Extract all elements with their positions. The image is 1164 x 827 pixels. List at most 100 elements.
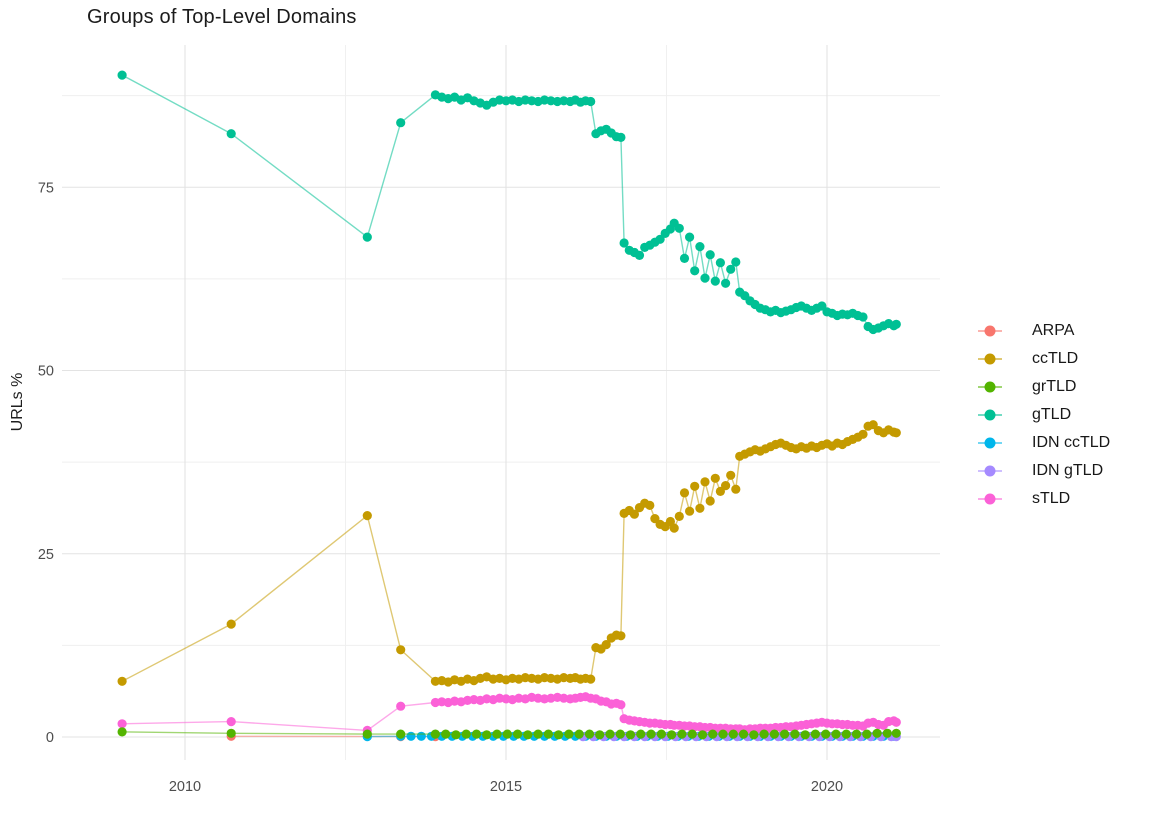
data-point [461, 729, 471, 739]
data-point [406, 731, 416, 741]
legend-key-dot [984, 381, 996, 392]
legend-key-dot [984, 409, 996, 420]
data-point [226, 619, 236, 629]
data-point [615, 729, 625, 739]
data-point [595, 730, 605, 740]
data-point [715, 258, 726, 268]
data-point [868, 420, 878, 430]
data-point [616, 631, 626, 641]
data-point [502, 729, 512, 739]
data-point [705, 250, 715, 260]
data-point [731, 484, 741, 494]
data-point [790, 729, 800, 739]
data-point [685, 506, 695, 516]
data-point [679, 253, 690, 263]
legend-item-gtld: gTLD [978, 406, 1110, 423]
data-point [810, 729, 821, 739]
legend-label: grTLD [1032, 377, 1077, 395]
data-point [616, 700, 626, 710]
data-point [564, 729, 574, 739]
data-point [749, 730, 759, 740]
data-point [636, 729, 646, 739]
data-point [705, 496, 715, 506]
gridlines-major [62, 45, 940, 760]
axis-tick-labels: 0 25 50 75 2010 2015 2020 [38, 180, 843, 795]
data-point [430, 729, 440, 739]
data-point [543, 729, 554, 739]
data-point [586, 96, 596, 107]
data-point [416, 731, 426, 741]
legend-item-arpa: ARPA [978, 322, 1110, 339]
y-axis-tick-label: 0 [46, 730, 54, 746]
data-point [710, 276, 720, 286]
data-point [700, 273, 710, 283]
data-point [872, 728, 882, 738]
data-point [726, 470, 736, 480]
legend-label: ARPA [1032, 321, 1075, 339]
data-point [731, 257, 741, 267]
data-point [708, 729, 718, 739]
legend-key-icon [978, 409, 1002, 420]
series-cctld [117, 420, 901, 687]
data-point [695, 242, 705, 252]
data-point [396, 729, 406, 739]
data-point [831, 729, 841, 739]
data-point [674, 223, 684, 233]
legend-label: gTLD [1032, 405, 1072, 423]
data-point [721, 278, 731, 288]
data-point [841, 729, 851, 739]
data-point [862, 729, 872, 739]
data-point [554, 730, 564, 740]
data-point [695, 503, 705, 513]
data-point [656, 729, 667, 739]
data-point [780, 729, 790, 739]
data-point [605, 729, 615, 739]
legend-key-icon [978, 381, 1002, 392]
data-point [492, 729, 502, 739]
data-point [117, 676, 127, 686]
data-point [629, 509, 640, 519]
data-point [226, 717, 236, 727]
data-point [738, 729, 749, 739]
data-point [226, 129, 236, 139]
legend-label: IDN ccTLD [1032, 433, 1111, 451]
legend-item-idn-gtld: IDN gTLD [978, 462, 1110, 479]
data-point [396, 701, 406, 711]
y-axis-tick-label: 25 [38, 547, 54, 563]
data-point [759, 729, 769, 739]
data-point [396, 118, 406, 128]
data-point [616, 132, 626, 142]
legend-key-dot [984, 437, 996, 448]
data-point [710, 473, 720, 483]
legend-key-dot [984, 325, 996, 336]
legend-label: IDN gTLD [1032, 461, 1104, 479]
data-point [533, 729, 543, 739]
data-point [687, 729, 697, 739]
data-point [586, 674, 596, 684]
series-gtld [117, 70, 901, 335]
data-point [697, 730, 708, 740]
legend-key-dot [984, 465, 996, 476]
data-point [891, 728, 901, 738]
data-point [891, 428, 901, 438]
x-axis-tick-label: 2020 [811, 779, 843, 795]
data-point [674, 511, 684, 521]
data-point [700, 477, 710, 487]
y-axis-tick-label: 75 [38, 180, 54, 196]
data-point [226, 728, 236, 738]
data-point [646, 729, 656, 739]
data-point [396, 645, 406, 655]
data-point [667, 730, 677, 740]
data-point [669, 523, 679, 533]
legend-item-cctld: ccTLD [978, 350, 1110, 367]
legend-key-icon [978, 465, 1002, 476]
legend-key-icon [978, 353, 1002, 364]
data-point [634, 250, 645, 260]
data-point [362, 232, 372, 242]
data-point [513, 729, 523, 739]
legend-key-icon [978, 437, 1002, 448]
data-point [726, 264, 736, 274]
legend-label: sTLD [1032, 489, 1071, 507]
data-point [858, 312, 868, 322]
